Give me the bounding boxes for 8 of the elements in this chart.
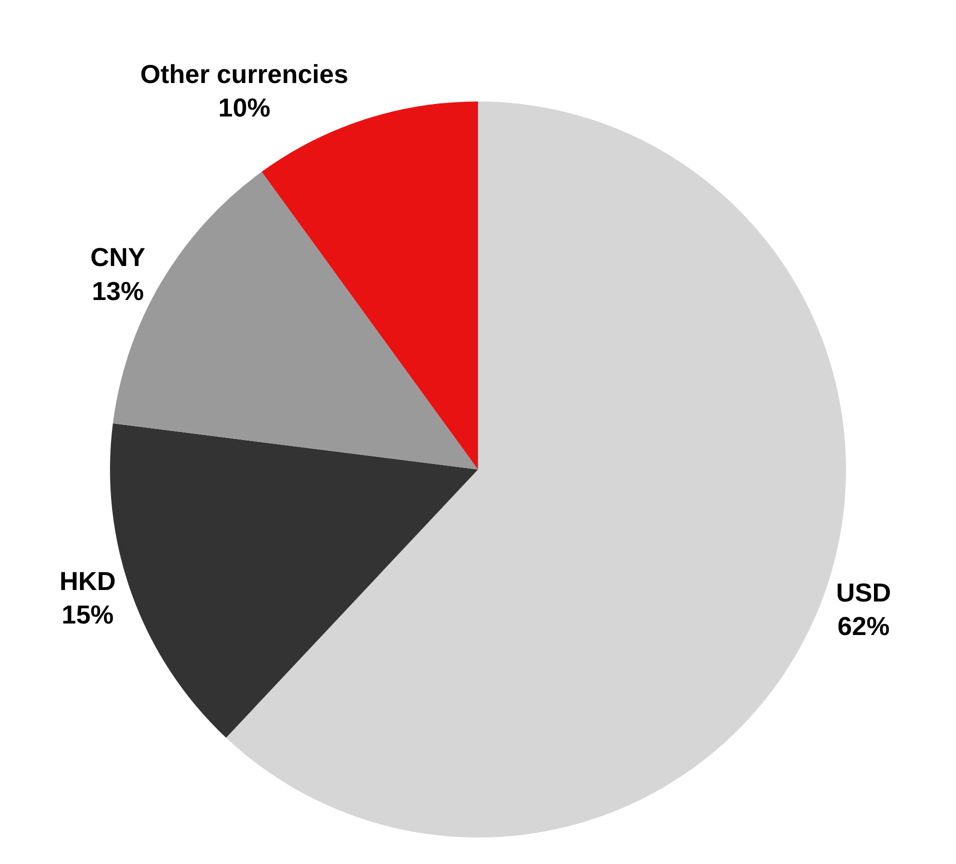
data-label: 62% [838,611,890,642]
slice-label: HKD [59,566,116,596]
data-label: 15% [62,600,114,630]
slice-label: Other currencies [140,58,348,89]
data-label: 10% [218,92,270,123]
data-label: 13% [92,276,144,306]
slice-label: USD [836,577,892,608]
slice-label: CNY [90,242,146,272]
